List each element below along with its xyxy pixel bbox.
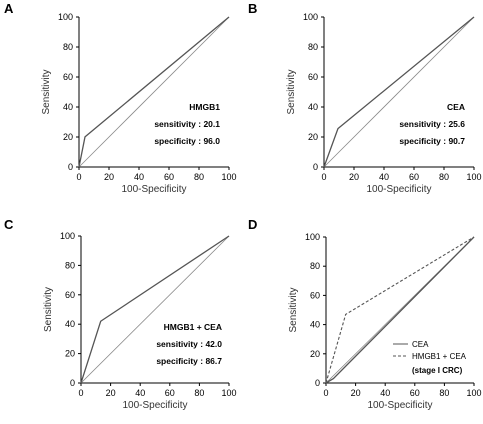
roc-curve — [323, 16, 475, 168]
y-tick-label: 20 — [308, 132, 318, 142]
x-axis-label: 100-Specificity — [366, 184, 431, 195]
x-tick-label: 40 — [135, 388, 145, 398]
panel-b: B 0 20 40 60 80 100 0 20 40 60 80 100 100-Specificity… — [248, 1, 482, 195]
y-axis-label: Sensitivity — [288, 287, 299, 332]
y-tick-label: 20 — [65, 349, 75, 359]
roc-curve-dashed — [325, 236, 475, 384]
panel-letter: A — [4, 1, 14, 16]
x-axis-label: 100-Specificity — [122, 400, 187, 411]
x-tick-label: 80 — [439, 172, 449, 182]
annotation-text: HMGB1 + CEA — [164, 322, 222, 332]
y-tick-label: 40 — [65, 319, 75, 329]
y-axis-label: Sensitivity — [41, 69, 52, 114]
roc-curve — [80, 235, 230, 384]
x-tick-label: 100 — [466, 172, 481, 182]
x-tick-label: 80 — [439, 388, 449, 398]
x-tick-label: 100 — [221, 388, 236, 398]
reference-diagonal-line — [78, 16, 230, 168]
annotation-text: specificity : 90.7 — [399, 136, 465, 146]
y-axis-label: Sensitivity — [43, 287, 54, 332]
y-tick-label: 80 — [308, 42, 318, 52]
x-tick-label: 40 — [379, 172, 389, 182]
y-tick-label: 100 — [60, 231, 75, 241]
x-tick-label: 60 — [409, 172, 419, 182]
annotation-text: specificity : 96.0 — [154, 136, 220, 146]
y-tick-label: 40 — [310, 320, 320, 330]
y-tick-label: 0 — [313, 162, 318, 172]
annotation-text: CEA — [447, 102, 465, 112]
x-tick-label: 20 — [104, 172, 114, 182]
x-tick-label: 40 — [134, 172, 144, 182]
y-tick-label: 80 — [63, 42, 73, 52]
x-tick-label: 0 — [323, 388, 328, 398]
x-tick-label: 20 — [349, 172, 359, 182]
x-tick-label: 0 — [78, 388, 83, 398]
x-tick-label: 100 — [221, 172, 236, 182]
legend-entry: CEA — [412, 340, 429, 349]
y-tick-label: 100 — [303, 12, 318, 22]
y-tick-label: 60 — [308, 72, 318, 82]
annotation-text: sensitivity : 42.0 — [156, 339, 222, 349]
y-tick-label: 0 — [68, 162, 73, 172]
x-tick-label: 0 — [321, 172, 326, 182]
reference-diagonal-line — [323, 16, 475, 168]
y-tick-label: 20 — [310, 349, 320, 359]
panel-c: C 0 20 40 60 80 100 0 20 40 60 80 100 100-Specificity… — [4, 217, 237, 411]
legend-entry: HMGB1 + CEA — [412, 352, 467, 361]
annotation-text: HMGB1 — [189, 102, 220, 112]
x-tick-label: 40 — [380, 388, 390, 398]
x-axis-label: 100-Specificity — [121, 184, 186, 195]
y-tick-label: 80 — [310, 261, 320, 271]
y-tick-label: 20 — [63, 132, 73, 142]
roc-curve — [325, 236, 475, 384]
annotation-text: specificity : 86.7 — [156, 356, 222, 366]
x-tick-label: 60 — [410, 388, 420, 398]
y-tick-label: 60 — [63, 72, 73, 82]
y-tick-label: 0 — [70, 378, 75, 388]
panel-letter: B — [248, 1, 257, 16]
annotation-text: sensitivity : 25.6 — [399, 119, 465, 129]
panel-letter: C — [4, 217, 14, 232]
y-tick-label: 100 — [305, 232, 320, 242]
y-tick-label: 40 — [63, 102, 73, 112]
reference-diagonal-line — [80, 235, 230, 384]
y-tick-label: 40 — [308, 102, 318, 112]
annotation-text: sensitivity : 20.1 — [154, 119, 220, 129]
x-tick-label: 100 — [466, 388, 481, 398]
panel-d: D 0 20 40 60 80 100 0 20 40 60 80 100 100-Specificity… — [248, 217, 482, 411]
y-tick-label: 80 — [65, 260, 75, 270]
x-tick-label: 60 — [164, 172, 174, 182]
y-axis-label: Sensitivity — [286, 69, 297, 114]
x-tick-label: 20 — [106, 388, 116, 398]
y-tick-label: 60 — [65, 290, 75, 300]
x-tick-label: 0 — [76, 172, 81, 182]
x-tick-label: 80 — [194, 172, 204, 182]
x-axis-label: 100-Specificity — [367, 400, 432, 411]
panel-a: A 0 20 40 60 80 100 0 20 40 60 80 100 100-Specificity… — [4, 1, 237, 195]
x-tick-label: 80 — [194, 388, 204, 398]
y-tick-label: 60 — [310, 290, 320, 300]
x-tick-label: 20 — [351, 388, 361, 398]
y-tick-label: 0 — [315, 378, 320, 388]
roc-curve — [78, 16, 230, 168]
legend-note: (stage I CRC) — [412, 366, 463, 375]
x-tick-label: 60 — [165, 388, 175, 398]
panel-letter: D — [248, 217, 257, 232]
y-tick-label: 100 — [58, 12, 73, 22]
